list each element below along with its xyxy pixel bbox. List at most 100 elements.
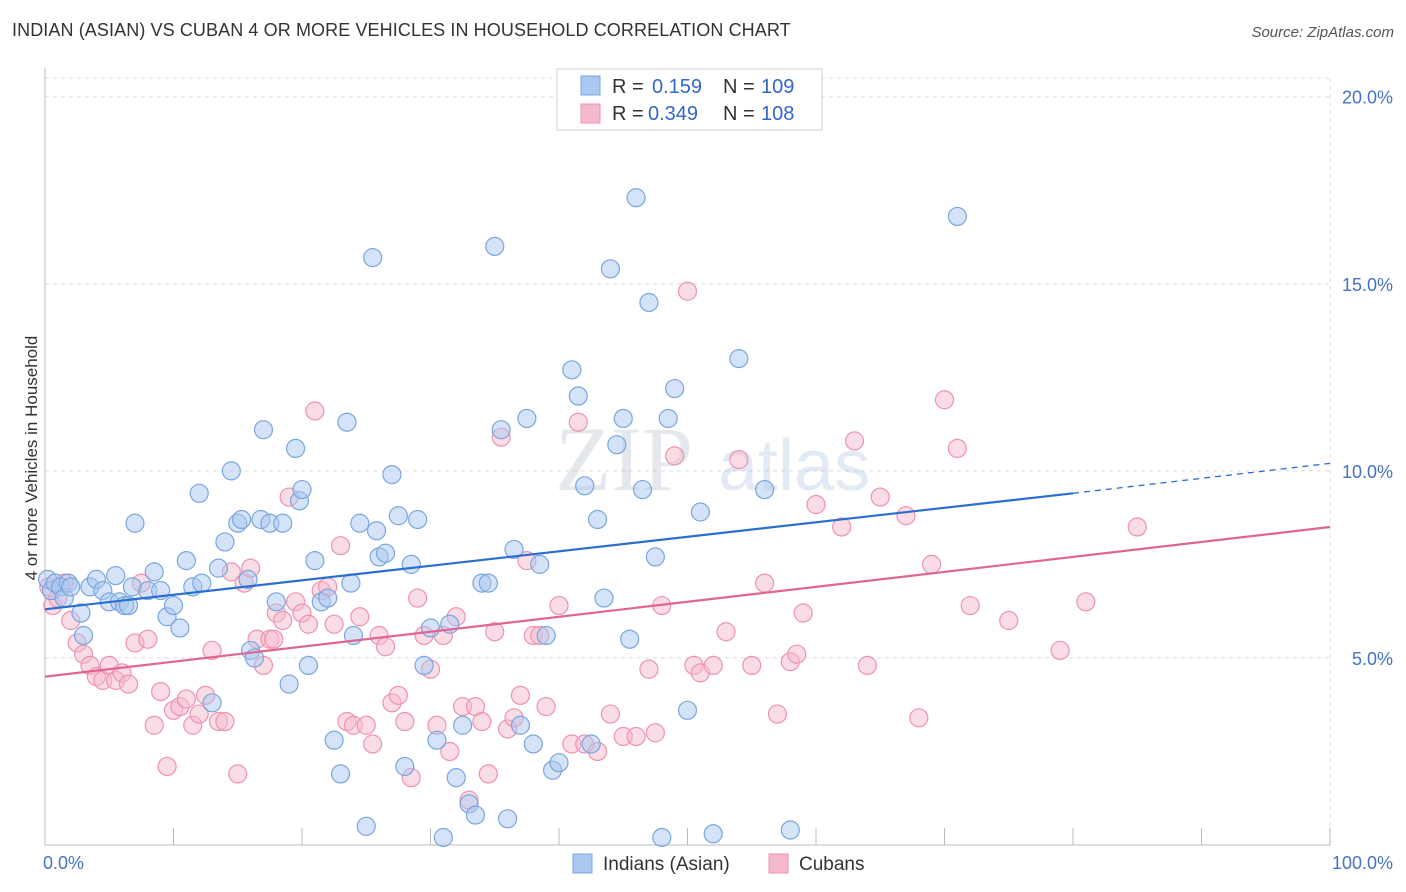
point-cubans-116 [999, 610, 1019, 631]
point-indians-68 [414, 655, 434, 676]
point-indians-106 [665, 378, 685, 399]
point-indians-80 [491, 420, 511, 440]
point-indians-8 [71, 603, 91, 623]
point-cubans-71 [478, 764, 498, 784]
trend-line-cubans [44, 525, 1331, 678]
x-tick-labels: 0.0% 100.0% [43, 853, 1393, 873]
legend-n-label-2: N = [723, 103, 755, 125]
point-cubans-112 [922, 554, 942, 574]
series-cubans-points [39, 281, 1147, 810]
point-cubans-111 [909, 708, 929, 728]
legend-r-value-2: 0.349 [648, 103, 698, 125]
point-cubans-118 [1076, 592, 1096, 612]
point-cubans-51 [350, 607, 370, 627]
point-indians-100 [626, 188, 646, 208]
point-indians-70 [427, 730, 447, 750]
legend-swatch-pink [580, 103, 601, 124]
point-indians-69 [420, 618, 441, 638]
watermark: ZIP atlas [555, 408, 870, 510]
point-indians-102 [639, 292, 659, 313]
point-cubans-72 [485, 622, 505, 642]
point-cubans-97 [716, 622, 736, 642]
bottom-legend-swatch-pink [768, 853, 789, 874]
point-indians-51 [318, 588, 338, 608]
point-indians-19 [125, 513, 145, 533]
point-cubans-70 [472, 711, 492, 732]
point-indians-104 [652, 827, 672, 848]
y-tick-labels: 5.0% 10.0% 15.0% 20.0% [1342, 88, 1393, 669]
axes [44, 68, 1331, 846]
trend-line-indians-extension [1072, 462, 1331, 494]
point-indians-89 [549, 753, 569, 773]
point-indians-45 [285, 438, 306, 459]
point-indians-52 [324, 730, 344, 750]
point-indians-58 [356, 816, 376, 836]
point-cubans-90 [645, 723, 665, 743]
point-indians-83 [510, 715, 531, 735]
point-indians-113 [947, 206, 967, 227]
point-cubans-31 [228, 764, 248, 784]
point-indians-21 [144, 562, 164, 582]
point-cubans-98 [729, 450, 749, 470]
series-legend: Indians (Asian) Cubans [572, 853, 865, 875]
trend-lines [44, 462, 1331, 678]
point-cubans-86 [600, 704, 621, 724]
point-cubans-17 [138, 629, 158, 649]
point-indians-87 [536, 625, 556, 646]
point-cubans-37 [264, 629, 284, 649]
point-indians-103 [645, 547, 665, 567]
point-indians-42 [266, 592, 286, 612]
point-cubans-76 [510, 685, 531, 705]
point-cubans-55 [375, 637, 396, 657]
legend-r-value-1: 0.159 [652, 76, 702, 98]
point-indians-54 [337, 412, 357, 432]
point-indians-90 [562, 360, 582, 380]
point-indians-107 [677, 700, 698, 720]
point-cubans-14 [118, 674, 139, 694]
point-indians-63 [382, 464, 402, 485]
point-indians-25 [170, 618, 190, 638]
point-cubans-80 [536, 696, 556, 717]
point-indians-48 [298, 655, 319, 676]
series-indians-points [37, 188, 967, 848]
point-indians-9 [73, 625, 94, 646]
point-cubans-20 [157, 756, 177, 777]
point-indians-7 [61, 577, 81, 597]
trend-line-indians [44, 492, 1074, 611]
point-indians-94 [587, 509, 608, 530]
point-indians-81 [498, 809, 518, 829]
point-indians-26 [176, 551, 196, 571]
bottom-legend-label-indians: Indians (Asian) [603, 854, 730, 875]
point-indians-40 [253, 420, 274, 440]
point-cubans-25 [189, 704, 209, 724]
legend-box [556, 68, 823, 131]
point-cubans-39 [273, 610, 293, 631]
point-indians-109 [703, 824, 723, 844]
point-indians-99 [620, 629, 640, 649]
point-indians-32 [215, 532, 235, 552]
point-indians-14 [106, 566, 126, 586]
x-tick-label-min: 0.0% [43, 853, 84, 873]
legend-r-label-1: R = [612, 76, 644, 98]
point-cubans-99 [742, 655, 762, 676]
y-tick-label-2: 10.0% [1342, 462, 1393, 482]
point-cubans-107 [844, 431, 865, 451]
point-cubans-43 [298, 614, 319, 634]
legend-n-value-1: 109 [761, 76, 794, 98]
point-indians-62 [375, 543, 396, 563]
point-cubans-108 [857, 655, 878, 676]
point-indians-108 [690, 502, 710, 522]
point-cubans-60 [408, 588, 428, 608]
point-cubans-105 [806, 494, 826, 515]
chart-title: INDIAN (ASIAN) VS CUBAN 4 OR MORE VEHICL… [12, 20, 791, 40]
point-cubans-58 [395, 711, 415, 732]
point-cubans-27 [202, 640, 222, 661]
point-indians-85 [523, 734, 543, 754]
point-cubans-113 [934, 390, 955, 410]
point-indians-24 [163, 595, 184, 616]
point-indians-78 [478, 573, 498, 593]
point-indians-67 [408, 509, 428, 530]
y-tick-label-1: 5.0% [1352, 649, 1393, 669]
point-indians-60 [366, 521, 387, 541]
point-indians-66 [401, 554, 421, 574]
